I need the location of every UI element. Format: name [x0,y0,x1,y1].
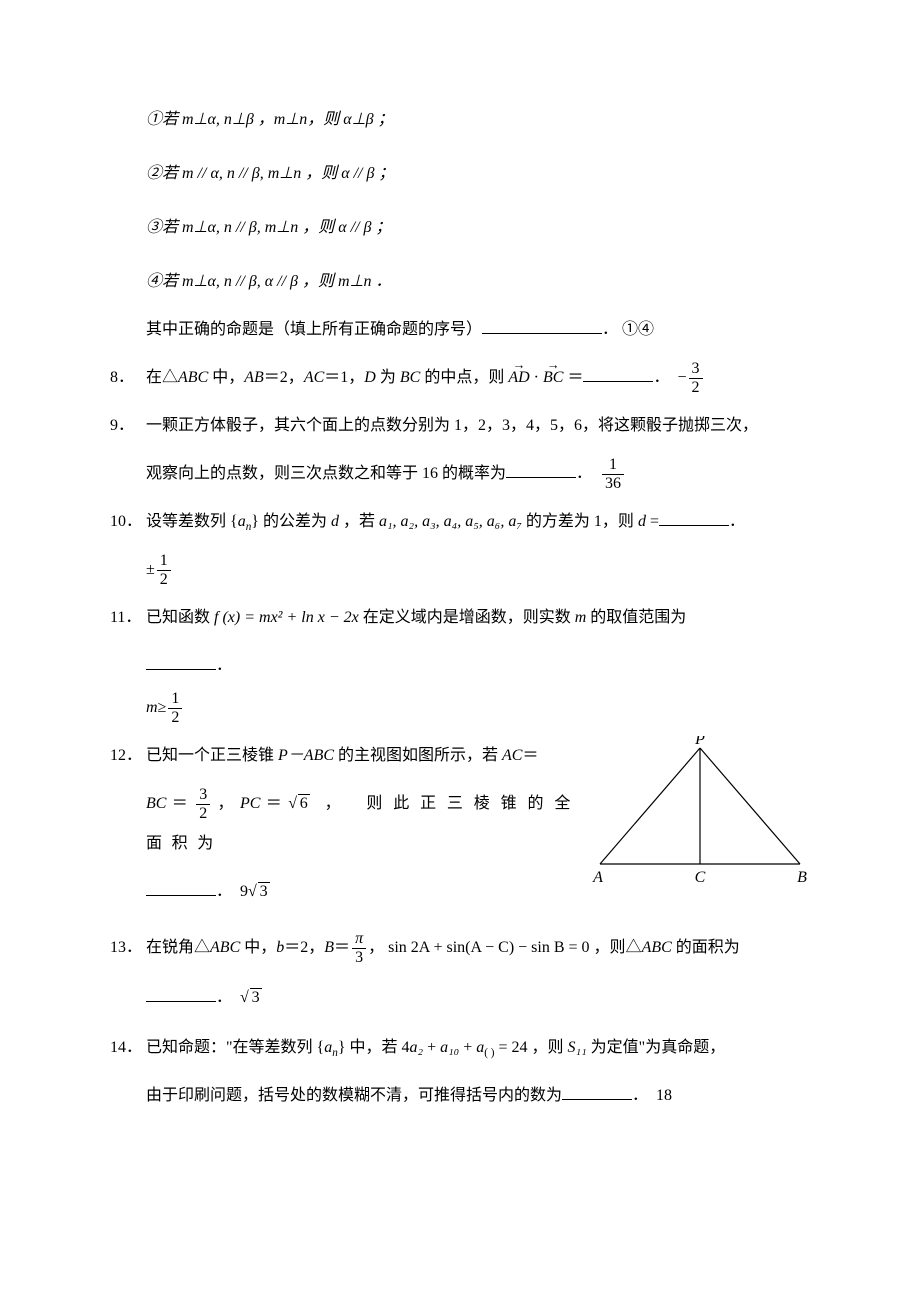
q7-tail: 其中正确的命题是（填上所有正确命题的序号）． ①④ [146,310,810,350]
q7-stmt-4: ④若 m⊥α, n // β, α // β ，则 m⊥n ． [146,262,810,302]
q8: 8．在△ABC 中，AB＝2，AC＝1，D 为 BC 的中点，则 AD · BC… [110,358,810,398]
q9-line2: 观察向上的点数，则三次点数之和等于 16 的概率为． 136 [146,454,810,494]
q11-ans: m≥12 [146,688,810,728]
label-p: P [694,736,705,748]
q9-line1: 9．一颗正方体骰子，其六个面上的点数分别为 1，2，3，4，5，6，将这颗骰子抛… [110,406,810,446]
q10-ans: ±12 [146,550,810,590]
q12: 12．已知一个正三棱锥 P－ABC 的主视图如图所示，若 AC＝ BC ＝ 32… [110,736,810,920]
label-b: B [797,869,807,886]
q13-line1: 13．在锐角△ABC 中，b＝2，B＝π3， sin 2A + sin(A − … [110,928,810,968]
q14-line1: 14．已知命题："在等差数列 {an} 中，若 4a₂ + a₁₀ + a( )… [110,1028,810,1068]
q11-blank: ． [146,646,810,686]
label-a: A [592,869,603,886]
q13-line2: ． 3 [146,978,810,1018]
q12-line1: 12．已知一个正三棱锥 P－ABC 的主视图如图所示，若 AC＝ [110,736,580,776]
q7-stmt-3: ③若 m⊥α, n // β, m⊥n ，则 α // β ； [146,208,810,248]
q10-line1: 10．设等差数列 {an} 的公差为 d ，若 a₁, a₂, a₃, a₄, … [110,502,810,542]
q7-stmt-2: ②若 m // α, n // β, m⊥n ，则 α // β ； [146,154,810,194]
q12-figure: P A C B [580,736,810,886]
triangle-icon: P A C B [590,736,810,886]
q14-line2: 由于印刷问题，括号处的数模糊不清，可推得括号内的数为． 18 [146,1076,810,1116]
q7-stmt-1: ①若 m⊥α, n⊥β ，m⊥n，则 α⊥β ； [146,100,810,140]
q12-line2: BC ＝ 32 ， PC ＝ 6 ， 则此正三棱锥的全面积为 [146,784,580,864]
q12-line3: ． 93 [146,872,580,912]
q11-line1: 11．已知函数 f (x) = mx² + ln x − 2x 在定义域内是增函… [110,598,810,638]
label-c: C [695,869,706,886]
